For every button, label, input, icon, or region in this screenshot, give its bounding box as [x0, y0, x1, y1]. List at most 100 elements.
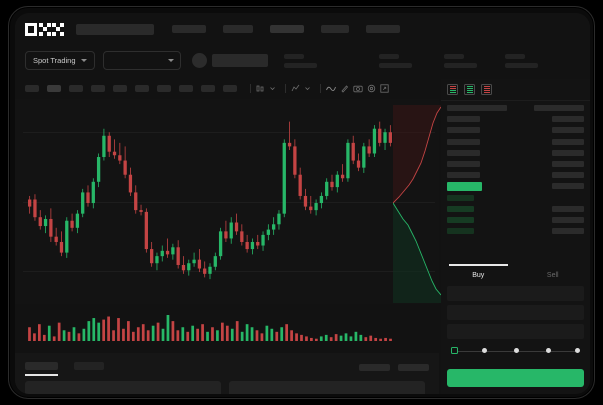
order-book-row[interactable]	[447, 216, 584, 224]
orders-content	[25, 381, 425, 394]
percent-slider[interactable]	[451, 347, 580, 355]
ticker-stat-2	[378, 53, 412, 68]
pair-select[interactable]	[102, 51, 181, 70]
chevron-down-icon	[167, 59, 174, 62]
market-depth-chart	[393, 105, 441, 303]
settings-gear-icon[interactable]	[367, 84, 376, 93]
percent-slider-handle[interactable]	[451, 347, 458, 354]
orders-tab-2[interactable]	[74, 362, 104, 370]
orderbook-bids-icon[interactable]	[464, 84, 475, 95]
chevron-down-icon	[80, 59, 87, 62]
order-book-row[interactable]	[447, 227, 584, 235]
search-input[interactable]	[76, 23, 154, 35]
ticker-stat-4	[504, 53, 538, 68]
order-book-rows	[441, 101, 590, 235]
order-price-field[interactable]	[447, 286, 584, 301]
order-book-row[interactable]	[447, 126, 584, 134]
nav-item-3[interactable]	[270, 25, 304, 33]
candlestick-series	[28, 121, 392, 280]
volume-series	[28, 315, 392, 341]
price-chart[interactable]	[15, 99, 439, 304]
pair-coin-avatar	[191, 53, 207, 68]
logo-letter-k	[38, 22, 51, 36]
order-book-spread-row[interactable]	[447, 181, 584, 191]
ticker-stat-3	[443, 53, 477, 68]
orders-action-1[interactable]	[359, 364, 390, 371]
nav-item-4[interactable]	[321, 25, 349, 33]
percent-stop-75[interactable]	[546, 348, 551, 353]
percent-stop-100[interactable]	[575, 348, 580, 353]
line-style-icon[interactable]	[326, 84, 336, 93]
okx-logo[interactable]	[25, 22, 64, 36]
orderbook-asks-icon[interactable]	[481, 84, 492, 95]
camera-icon[interactable]	[353, 84, 363, 93]
candlestick-type-icon[interactable]	[256, 84, 265, 93]
order-book-panel	[441, 79, 590, 264]
order-book-row[interactable]	[447, 205, 584, 213]
order-book-row[interactable]	[447, 160, 584, 168]
order-amount-field[interactable]	[447, 305, 584, 320]
submit-buy-button[interactable]	[447, 369, 584, 387]
timeframe-btn-1[interactable]	[25, 84, 39, 92]
order-book-view-toggles	[441, 79, 590, 101]
orders-card-2	[229, 381, 425, 394]
logo-letter-o	[25, 22, 37, 36]
chevron-down-icon[interactable]	[269, 85, 276, 92]
order-entry-form: Buy Sell	[441, 264, 590, 394]
logo-letter-x	[52, 22, 64, 36]
timeframe-btn-10[interactable]	[223, 84, 237, 92]
timeframe-btn-2[interactable]	[47, 84, 61, 92]
top-navigation-bar	[15, 13, 590, 45]
nav-item-2[interactable]	[223, 25, 253, 33]
timeframe-btn-8[interactable]	[179, 84, 193, 92]
indicators-icon[interactable]	[291, 84, 300, 93]
pair-info-bar: Spot Trading	[15, 45, 590, 76]
app-screen: Spot Trading	[15, 13, 590, 394]
orders-card-1	[25, 381, 221, 394]
timeframe-btn-9[interactable]	[201, 84, 215, 92]
chevron-down-icon[interactable]	[304, 85, 311, 92]
timeframe-btn-5[interactable]	[113, 84, 127, 92]
buy-sell-tabs: Buy Sell	[441, 264, 590, 286]
toolbar-divider	[320, 83, 321, 93]
orders-tab-bar	[15, 353, 439, 373]
gridline	[23, 202, 435, 203]
pair-name-label	[211, 54, 268, 67]
order-total-field[interactable]	[447, 324, 584, 339]
volume-chart	[15, 309, 439, 349]
trading-mode-select[interactable]: Spot Trading	[25, 51, 95, 70]
percent-stop-50[interactable]	[514, 348, 519, 353]
drawing-pencil-icon[interactable]	[340, 84, 349, 93]
orders-tab-1[interactable]	[25, 362, 58, 370]
toolbar-divider	[250, 83, 251, 93]
tab-buy[interactable]: Buy	[441, 264, 516, 286]
timeframe-btn-6[interactable]	[135, 84, 149, 92]
tab-sell[interactable]: Sell	[516, 264, 591, 286]
fullscreen-icon[interactable]	[380, 83, 389, 93]
depth-ask-area	[393, 105, 441, 203]
order-book-row[interactable]	[447, 149, 584, 157]
orders-tab-active-underline	[25, 374, 58, 376]
order-book-header-row	[447, 104, 584, 112]
depth-bid-line	[393, 202, 441, 296]
nav-item-5[interactable]	[366, 25, 400, 33]
timeframe-btn-7[interactable]	[157, 84, 171, 92]
chart-toolbar	[15, 79, 439, 97]
percent-stop-25[interactable]	[482, 348, 487, 353]
trading-mode-label: Spot Trading	[33, 56, 76, 65]
orders-actions	[359, 364, 429, 371]
order-book-row[interactable]	[447, 194, 584, 202]
orderbook-both-icon[interactable]	[447, 84, 458, 95]
toolbar-divider	[285, 83, 286, 93]
order-book-row[interactable]	[447, 171, 584, 179]
orders-panel	[15, 353, 439, 394]
timeframe-btn-4[interactable]	[91, 84, 105, 92]
timeframe-btn-3[interactable]	[69, 84, 83, 92]
order-book-row[interactable]	[447, 138, 584, 146]
ticker-stat-1	[283, 53, 317, 68]
orders-action-2[interactable]	[398, 364, 429, 371]
nav-item-1[interactable]	[172, 25, 206, 33]
order-book-row[interactable]	[447, 115, 584, 123]
tab-buy-label: Buy	[472, 271, 485, 279]
tab-sell-label: Sell	[546, 271, 559, 279]
